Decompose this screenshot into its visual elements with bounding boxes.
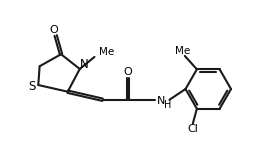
Text: N: N [157,96,165,105]
Text: Me: Me [99,47,114,57]
Text: H: H [164,100,171,110]
Text: O: O [123,67,132,77]
Text: S: S [29,80,36,93]
Text: Me: Me [175,46,190,56]
Text: Cl: Cl [187,124,198,134]
Text: N: N [80,58,88,71]
Text: O: O [49,25,58,35]
